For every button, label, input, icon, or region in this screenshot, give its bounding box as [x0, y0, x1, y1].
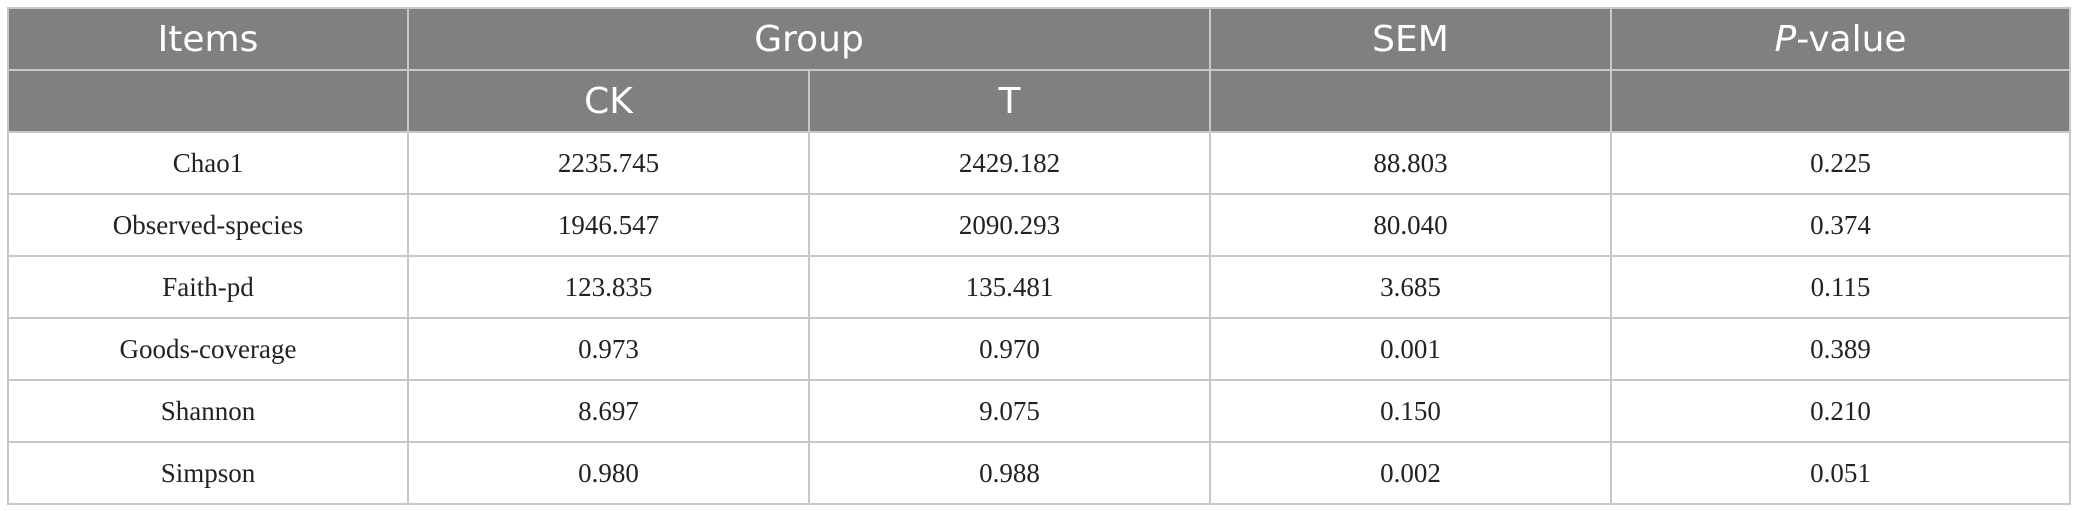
row-ck: 1946.547: [407, 193, 810, 257]
header-row-1: Items Group SEM P-value: [7, 7, 2072, 71]
row-t: 135.481: [807, 255, 1212, 319]
row-ck: 0.980: [407, 441, 810, 505]
header-p-letter: P: [1774, 18, 1797, 60]
header-p-suffix: -value: [1796, 18, 1907, 60]
header-group: Group: [406, 7, 1212, 71]
header-items-blank: [7, 69, 409, 133]
row-sem: 0.001: [1209, 317, 1613, 381]
row-p: 0.389: [1610, 317, 2072, 381]
header-p-value: P-value: [1610, 7, 2072, 71]
table-row: Simpson 0.980 0.988 0.002 0.051: [7, 441, 2072, 505]
row-p: 0.210: [1610, 379, 2072, 443]
row-ck: 2235.745: [407, 131, 810, 195]
row-item: Observed-species: [7, 193, 409, 257]
row-t: 2429.182: [807, 131, 1212, 195]
row-sem: 80.040: [1209, 193, 1613, 257]
header-p-blank: [1610, 69, 2072, 133]
row-t: 0.988: [807, 441, 1212, 505]
table-row: Goods-coverage 0.973 0.970 0.001 0.389: [7, 317, 2072, 381]
header-ck: CK: [407, 69, 810, 133]
row-sem: 3.685: [1209, 255, 1613, 319]
row-item: Faith-pd: [7, 255, 409, 319]
header-row-2: CK T: [7, 69, 2072, 133]
results-table: Items Group SEM P-value CK T Chao1 2235.…: [7, 7, 2072, 505]
row-item: Shannon: [7, 379, 409, 443]
row-t: 0.970: [807, 317, 1212, 381]
row-item: Simpson: [7, 441, 409, 505]
table-row: Shannon 8.697 9.075 0.150 0.210: [7, 379, 2072, 443]
row-sem: 0.150: [1209, 379, 1613, 443]
row-ck: 8.697: [407, 379, 810, 443]
row-ck: 123.835: [407, 255, 810, 319]
row-sem: 88.803: [1209, 131, 1613, 195]
row-p: 0.225: [1610, 131, 2072, 195]
table-row: Faith-pd 123.835 135.481 3.685 0.115: [7, 255, 2072, 319]
row-item: Chao1: [7, 131, 409, 195]
row-p: 0.374: [1610, 193, 2072, 257]
row-sem: 0.002: [1209, 441, 1613, 505]
table-row: Observed-species 1946.547 2090.293 80.04…: [7, 193, 2072, 257]
table-row: Chao1 2235.745 2429.182 88.803 0.225: [7, 131, 2072, 195]
header-items: Items: [7, 7, 409, 71]
row-ck: 0.973: [407, 317, 810, 381]
header-sem-blank: [1209, 69, 1613, 133]
row-item: Goods-coverage: [7, 317, 409, 381]
row-t: 9.075: [807, 379, 1212, 443]
header-t: T: [807, 69, 1212, 133]
row-t: 2090.293: [807, 193, 1212, 257]
row-p: 0.115: [1610, 255, 2072, 319]
header-sem: SEM: [1209, 7, 1613, 71]
row-p: 0.051: [1610, 441, 2072, 505]
